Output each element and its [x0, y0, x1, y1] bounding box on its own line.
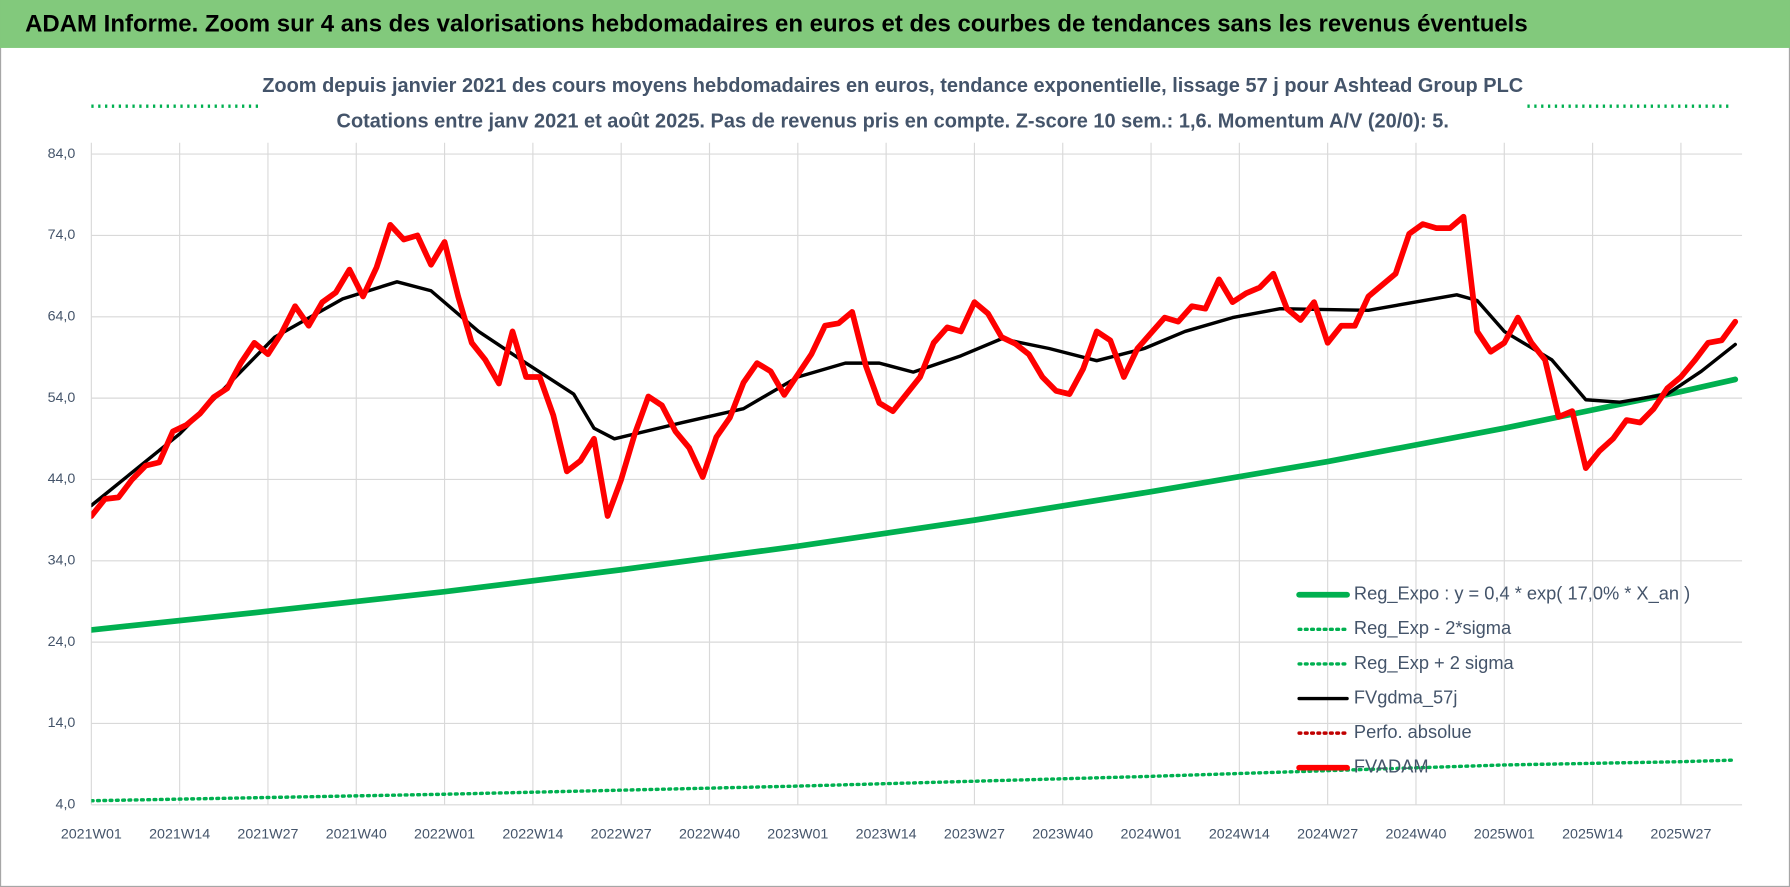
- legend-label: FVgdma_57j: [1354, 686, 1457, 708]
- y-tick-label: 4,0: [56, 797, 76, 813]
- x-tick-label: 2022W27: [591, 826, 652, 842]
- x-tick-label: 2024W14: [1209, 826, 1270, 842]
- x-tick-label: 2023W14: [856, 826, 917, 842]
- chart-subtitle: Cotations entre janv 2021 et août 2025. …: [337, 110, 1449, 132]
- x-tick-label: 2021W01: [61, 826, 122, 842]
- y-tick-label: 54,0: [48, 390, 76, 406]
- x-tick-label: 2023W40: [1032, 826, 1093, 842]
- series-line: [91, 758, 1737, 803]
- x-tick-label: 2025W14: [1562, 826, 1623, 842]
- x-tick-label: 2025W01: [1474, 826, 1535, 842]
- legend-label: Perfo. absolue: [1354, 721, 1472, 742]
- series-line: [91, 213, 1739, 519]
- chart-title: Zoom depuis janvier 2021 des cours moyen…: [262, 75, 1523, 97]
- legend-label: Reg_Exp + 2 sigma: [1354, 652, 1515, 674]
- legend-label: FVADAM: [1354, 756, 1429, 777]
- plot-lines: [91, 213, 1739, 803]
- x-tick-label: 2021W40: [326, 826, 387, 842]
- y-tick-label: 74,0: [48, 227, 76, 243]
- x-tick-label: 2022W14: [502, 826, 563, 842]
- y-tick-label: 44,0: [48, 471, 76, 487]
- legend: Reg_Expo : y = 0,4 * exp( 17,0% * X_an )…: [1296, 583, 1690, 777]
- x-tick-label: 2023W01: [767, 826, 828, 842]
- header-bar: [0, 0, 1790, 48]
- x-tick-label: 2025W27: [1650, 826, 1711, 842]
- y-tick-label: 84,0: [48, 146, 76, 162]
- x-tick-label: 2024W27: [1297, 826, 1358, 842]
- header-title: ADAM Informe. Zoom sur 4 ans des valoris…: [25, 10, 1528, 37]
- x-tick-label: 2023W27: [944, 826, 1005, 842]
- x-tick-label: 2022W40: [679, 826, 740, 842]
- x-tick-label: 2024W01: [1121, 826, 1182, 842]
- x-tick-label: 2024W40: [1385, 826, 1446, 842]
- x-tick-label: 2021W27: [237, 826, 298, 842]
- y-tick-label: 14,0: [48, 715, 76, 731]
- x-tick-label: 2021W14: [149, 826, 210, 842]
- legend-label: Reg_Exp - 2*sigma: [1354, 617, 1512, 639]
- y-tick-label: 34,0: [48, 553, 76, 569]
- y-tick-label: 24,0: [48, 634, 76, 650]
- legend-label: Reg_Expo : y = 0,4 * exp( 17,0% * X_an ): [1354, 583, 1690, 605]
- y-tick-label: 64,0: [48, 309, 76, 325]
- x-tick-label: 2022W01: [414, 826, 475, 842]
